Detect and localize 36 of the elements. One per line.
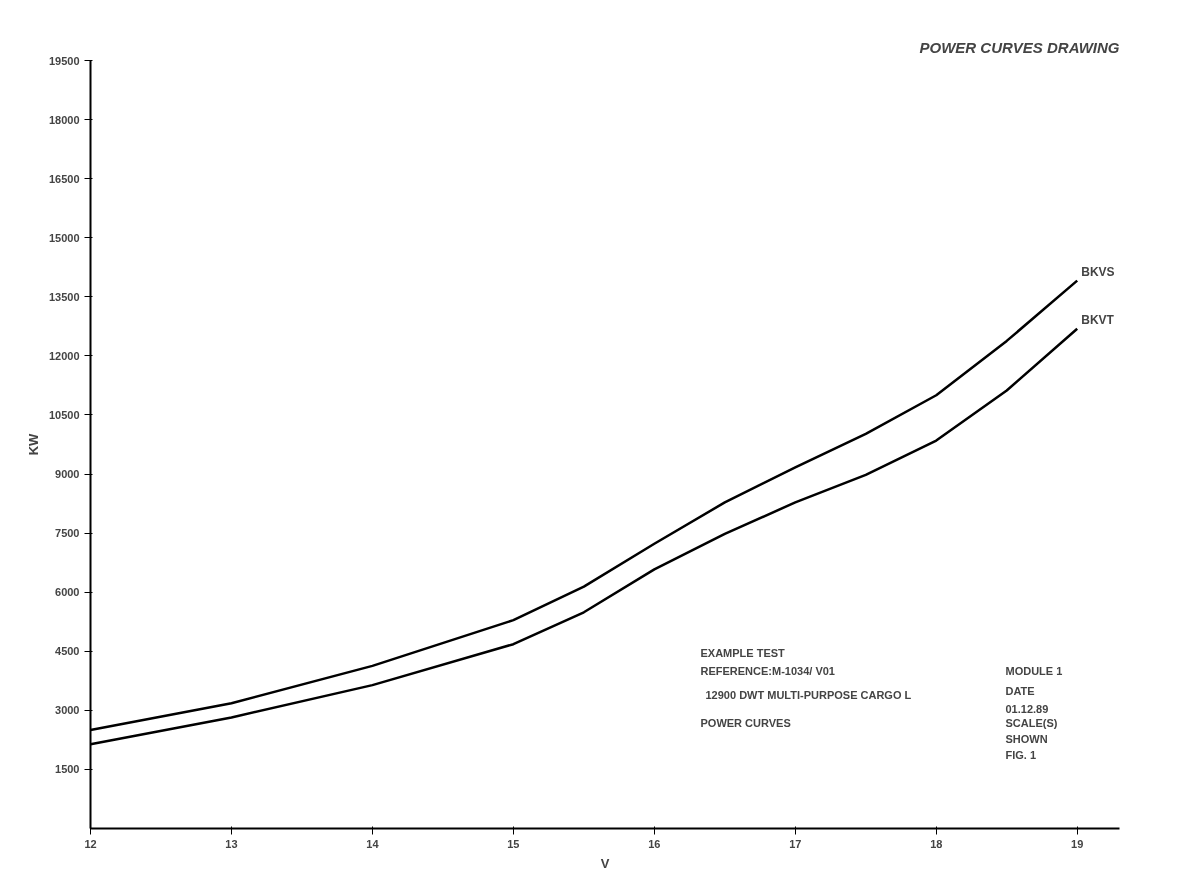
annotation: EXAMPLE TEST xyxy=(700,646,786,659)
x-tick-label: 19 xyxy=(1071,837,1084,850)
annotation: POWER CURVES xyxy=(700,716,791,729)
y-axis-title: KW xyxy=(25,432,41,456)
annotation: SHOWN xyxy=(1005,732,1048,745)
x-tick-label: 15 xyxy=(507,837,520,850)
y-tick-label: 19500 xyxy=(48,54,80,67)
chart-title: POWER CURVES DRAWING xyxy=(919,38,1120,56)
y-tick-label: 7500 xyxy=(55,527,80,540)
y-tick-label: 4500 xyxy=(55,645,80,658)
series-label: BKVT xyxy=(1081,312,1115,327)
x-tick-label: 16 xyxy=(648,837,661,850)
x-axis-title: V xyxy=(600,855,610,871)
y-tick-label: 18000 xyxy=(48,113,80,126)
x-tick-label: 18 xyxy=(930,837,943,850)
y-tick-label: 10500 xyxy=(48,408,80,421)
x-tick-label: 13 xyxy=(225,837,238,850)
y-tick-label: 9000 xyxy=(55,468,80,481)
y-tick-label: 6000 xyxy=(55,586,80,599)
y-tick-label: 16500 xyxy=(48,172,80,185)
annotation: REFERENCE:M-1034/ V01 xyxy=(700,664,835,677)
x-tick-label: 12 xyxy=(84,837,97,850)
annotation: SCALE(S) xyxy=(1005,716,1058,729)
annotation: 12900 DWT MULTI-PURPOSE CARGO L xyxy=(705,688,912,701)
series-label: BKVS xyxy=(1081,264,1115,279)
x-tick-label: 17 xyxy=(789,837,802,850)
y-tick-label: 3000 xyxy=(55,704,80,717)
y-tick-label: 12000 xyxy=(48,349,80,362)
y-tick-label: 1500 xyxy=(55,763,80,776)
x-tick-label: 14 xyxy=(366,837,380,850)
annotation: MODULE 1 xyxy=(1005,664,1063,677)
y-tick-label: 15000 xyxy=(48,231,80,244)
y-tick-label: 13500 xyxy=(48,290,80,303)
annotation: 01.12.89 xyxy=(1005,702,1049,715)
annotation: DATE xyxy=(1005,684,1035,697)
annotation: FIG. 1 xyxy=(1005,748,1037,761)
